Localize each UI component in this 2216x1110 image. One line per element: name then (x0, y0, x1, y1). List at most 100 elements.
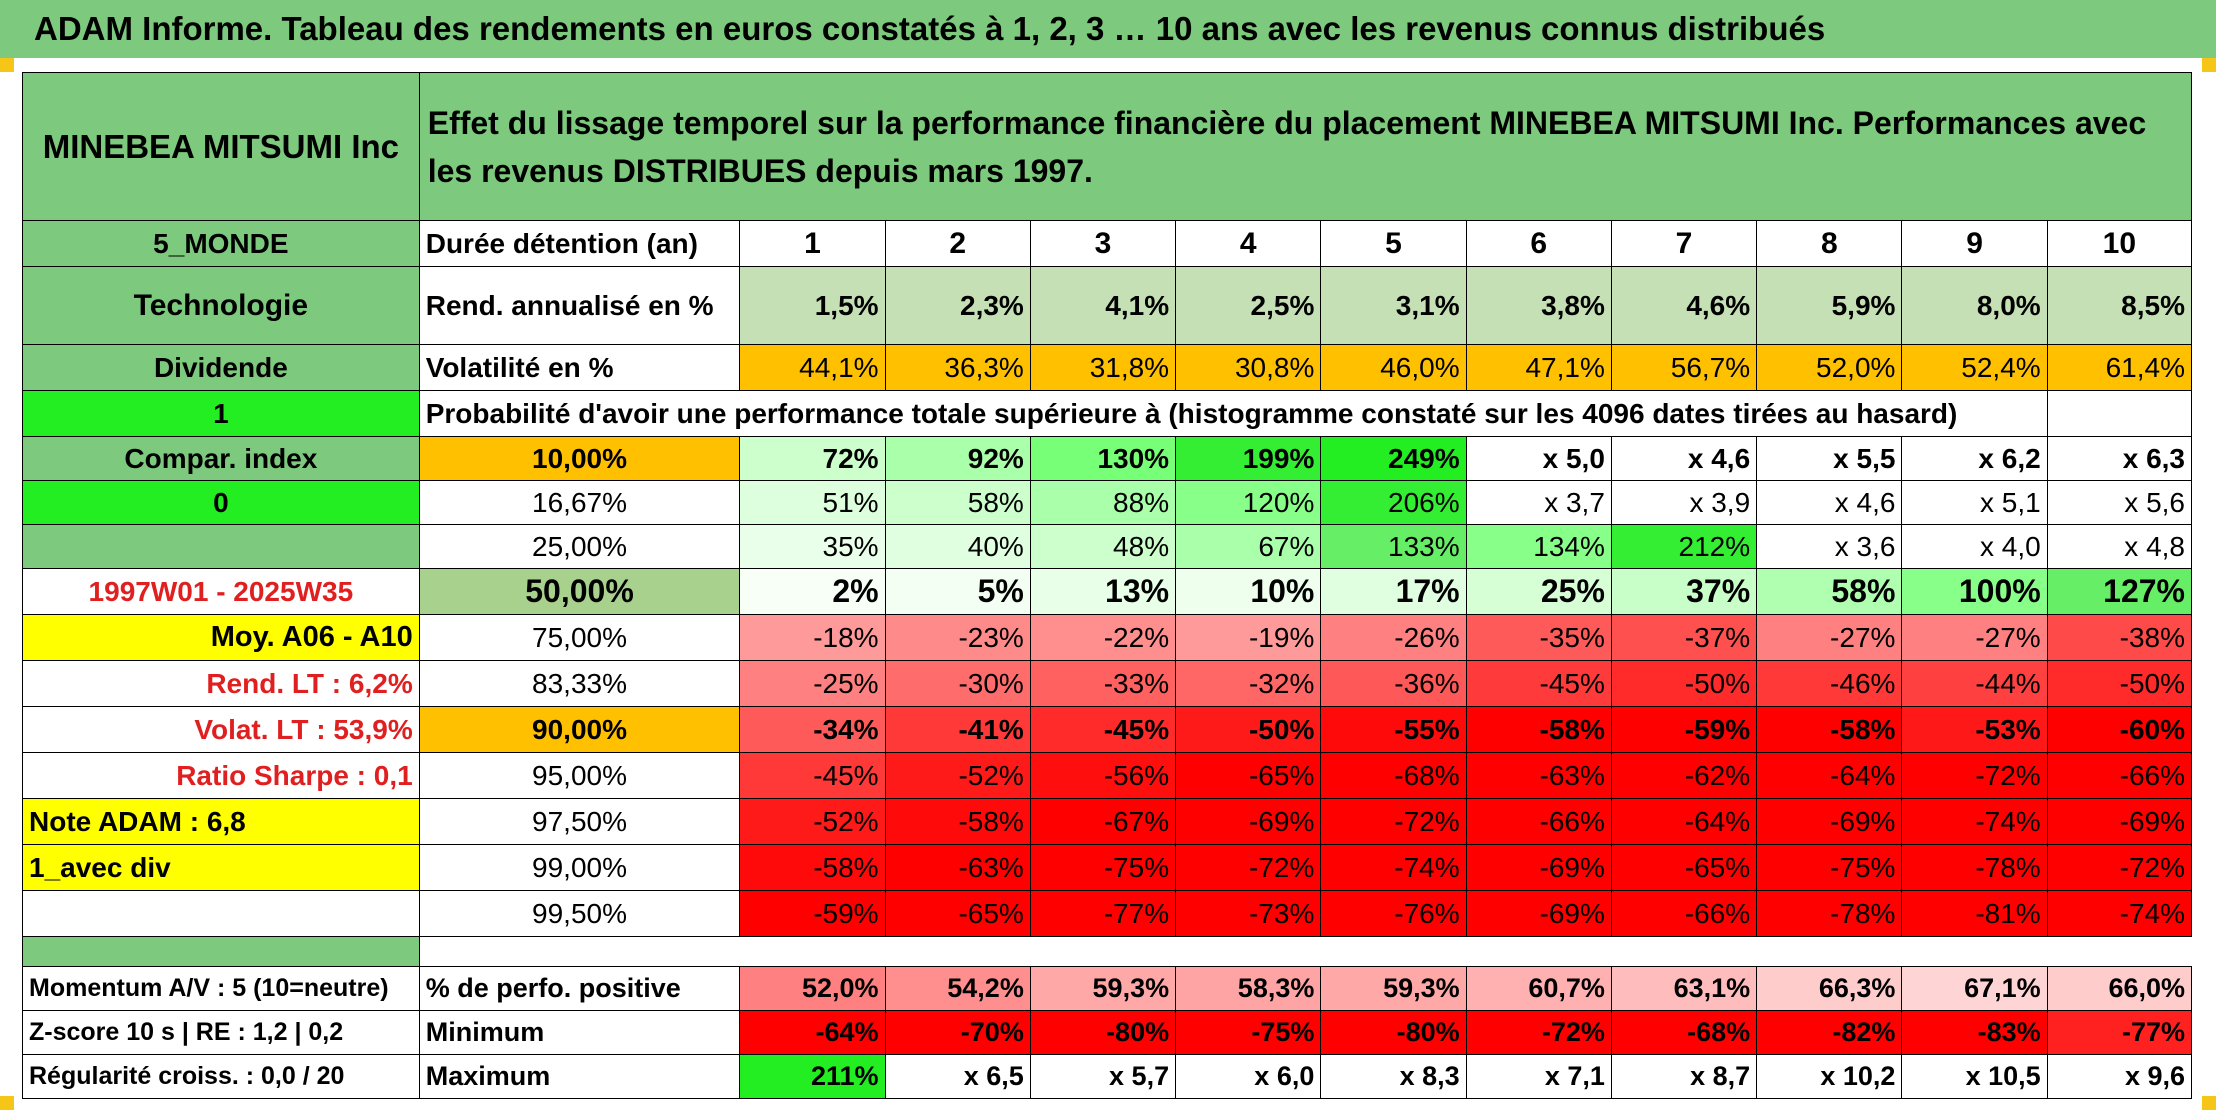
performance-table: MINEBEA MITSUMI Inc Effet du lissage tem… (22, 72, 2193, 1099)
minimum-value: -75% (1175, 1010, 1322, 1055)
perf-cell: -44% (1901, 660, 2048, 707)
minimum-value: -72% (1465, 1010, 1612, 1055)
spacer-cell (419, 937, 2191, 967)
perf-cell: 67% (1175, 524, 1322, 569)
perf-cell: -73% (1175, 890, 1322, 937)
perf-cell: x 3,7 (1465, 480, 1612, 525)
perf-cell: -58% (884, 798, 1031, 845)
perf-cell: -27% (1901, 614, 2048, 661)
perf-cell: -72% (1901, 752, 2048, 799)
maximum-value: x 7,1 (1465, 1054, 1612, 1099)
year-header: 9 (1901, 220, 2048, 267)
perf-cell: -78% (1901, 844, 2048, 891)
perf-cell: 35% (739, 524, 886, 569)
perf-cell: 48% (1029, 524, 1177, 569)
perf-cell: -72% (1320, 798, 1467, 845)
regularite-label: Régularité croiss. : 0,0 / 20 (22, 1054, 420, 1099)
note-adam-label: Note ADAM : 6,8 (22, 798, 420, 845)
momentum-label: Momentum A/V : 5 (10=neutre) (22, 966, 420, 1011)
percentile-label: 97,50% (418, 798, 741, 845)
perf-cell: -69% (1465, 844, 1612, 891)
asset-name: MINEBEA MITSUMI Inc (22, 72, 420, 221)
perf-cell: -41% (884, 706, 1031, 753)
perf-pos-value: 66,0% (2046, 966, 2193, 1011)
rend-value: 8,0% (1901, 266, 2048, 345)
perf-cell: x 5,1 (1901, 480, 2048, 525)
vol-value: 30,8% (1175, 344, 1322, 391)
perf-cell: -35% (1465, 614, 1612, 661)
perf-pos-value: 59,3% (1320, 966, 1467, 1011)
perf-cell: -74% (1901, 798, 2048, 845)
maximum-value: x 10,5 (1901, 1054, 2048, 1099)
maximum-value: x 10,2 (1756, 1054, 1903, 1099)
perf-cell: -69% (2046, 798, 2193, 845)
vol-value: 46,0% (1320, 344, 1467, 391)
minimum-value: -77% (2046, 1010, 2193, 1055)
maximum-value: x 9,6 (2046, 1054, 2193, 1099)
vol-value: 56,7% (1610, 344, 1758, 391)
rend-label: Rend. annualisé en % (418, 266, 741, 345)
perf-cell: -46% (1756, 660, 1903, 707)
proba-label: Probabilité d'avoir une performance tota… (418, 390, 2048, 437)
perf-cell: 134% (1465, 524, 1612, 569)
compar-label: Compar. index (22, 436, 420, 481)
perf-cell: 92% (884, 436, 1031, 481)
year-header: 5 (1320, 220, 1467, 267)
perf-cell: 133% (1320, 524, 1467, 569)
description: Effet du lissage temporel sur la perform… (418, 72, 2193, 221)
maximum-label: Maximum (418, 1054, 741, 1099)
vol-value: 47,1% (1465, 344, 1612, 391)
rend-value: 3,8% (1465, 266, 1612, 345)
perf-pos-value: 67,1% (1901, 966, 2048, 1011)
duree-label: Durée détention (an) (418, 220, 741, 267)
perf-cell: x 5,5 (1756, 436, 1903, 481)
minimum-value: -82% (1756, 1010, 1903, 1055)
perf-cell: -81% (1901, 890, 2048, 937)
moy-label: Moy. A06 - A10 (22, 614, 420, 661)
perf-cell: -37% (1610, 614, 1758, 661)
rend-value: 3,1% (1320, 266, 1467, 345)
perf-cell: 58% (884, 480, 1031, 525)
rend-value: 4,1% (1029, 266, 1177, 345)
year-header: 1 (739, 220, 886, 267)
perf-cell: -52% (739, 798, 886, 845)
maximum-value: x 8,7 (1610, 1054, 1758, 1099)
perf-cell: -50% (1610, 660, 1758, 707)
perf-cell: -59% (739, 890, 886, 937)
volat-lt-label: Volat. LT : 53,9% (22, 706, 420, 753)
perf-pos-value: 59,3% (1029, 966, 1177, 1011)
perf-cell: 37% (1610, 568, 1758, 615)
percentile-label: 10,00% (418, 436, 741, 481)
perf-cell: x 4,6 (1756, 480, 1903, 525)
perf-cell: -75% (1756, 844, 1903, 891)
perf-cell: x 3,9 (1610, 480, 1758, 525)
corner-marker (2202, 58, 2216, 72)
perf-cell: x 6,3 (2046, 436, 2193, 481)
perf-cell: 13% (1029, 568, 1177, 615)
perf-cell: 212% (1610, 524, 1758, 569)
vol-value: 61,4% (2046, 344, 2193, 391)
perf-cell: -63% (884, 844, 1031, 891)
year-header: 2 (884, 220, 1031, 267)
perf-cell: -74% (1320, 844, 1467, 891)
perf-pos-label: % de perfo. positive (418, 966, 741, 1011)
perf-cell: 127% (2046, 568, 2193, 615)
perf-cell: -68% (1320, 752, 1467, 799)
perf-cell: -66% (2046, 752, 2193, 799)
rend-value: 5,9% (1756, 266, 1903, 345)
perf-cell: 100% (1901, 568, 2048, 615)
perf-cell: 88% (1029, 480, 1177, 525)
minimum-value: -80% (1320, 1010, 1467, 1055)
perf-cell: -33% (1029, 660, 1177, 707)
perf-pos-value: 54,2% (884, 966, 1031, 1011)
perf-cell: x 5,0 (1465, 436, 1612, 481)
perf-cell: x 3,6 (1756, 524, 1903, 569)
perf-cell: -62% (1610, 752, 1758, 799)
perf-cell: 17% (1320, 568, 1467, 615)
minimum-value: -68% (1610, 1010, 1758, 1055)
year-header: 8 (1756, 220, 1903, 267)
perf-cell: 130% (1029, 436, 1177, 481)
perf-cell: -72% (2046, 844, 2193, 891)
perf-cell: 120% (1175, 480, 1322, 525)
rend-value: 2,5% (1175, 266, 1322, 345)
